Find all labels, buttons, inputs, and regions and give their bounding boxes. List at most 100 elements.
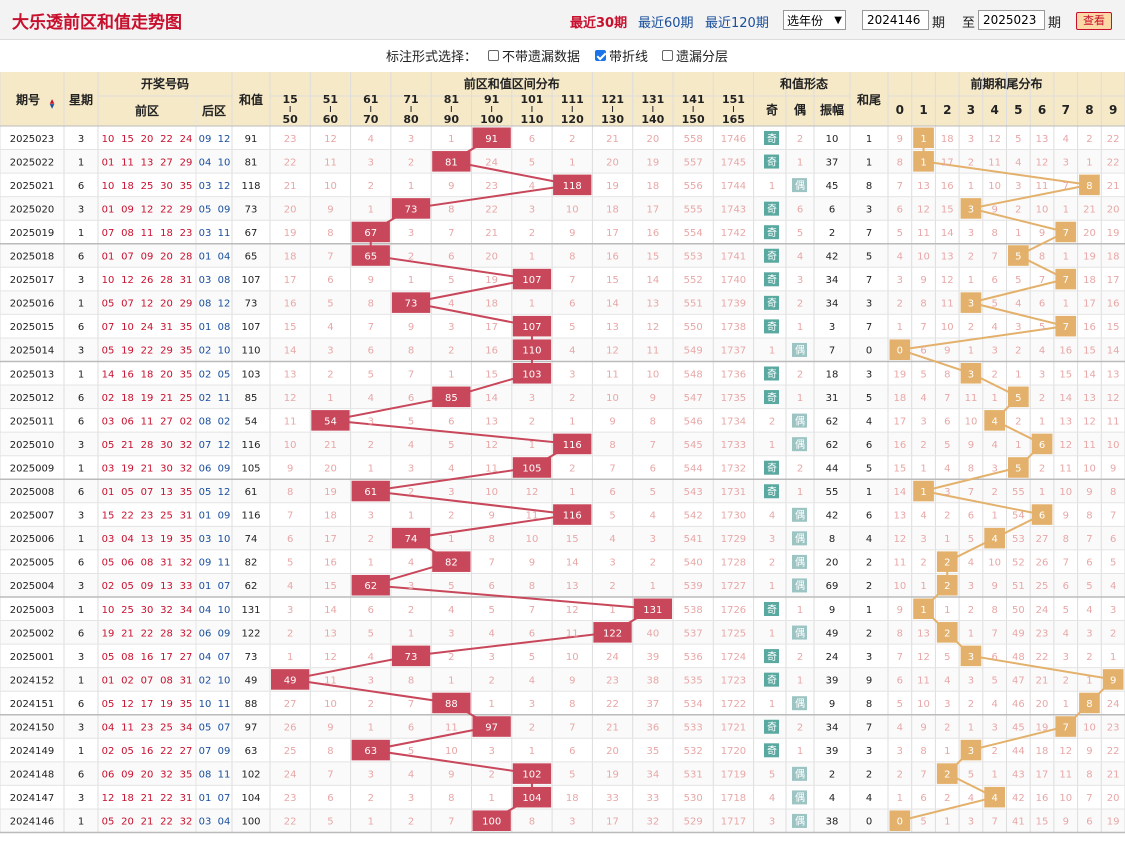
odd-badge-label: 奇 [767, 202, 777, 215]
miss-value: 1 [650, 581, 656, 592]
sum-value: 102 [241, 770, 260, 781]
tail-miss-value: 1 [920, 581, 926, 592]
tail-miss-value: 4 [1039, 346, 1045, 357]
miss-value: 549 [684, 346, 703, 357]
checkbox-no-miss[interactable] [488, 50, 499, 61]
query-button[interactable]: 查看 [1076, 12, 1112, 30]
front-number: 30 [160, 463, 173, 474]
miss-value: 4 [368, 134, 374, 145]
miss-value: 11 [324, 675, 337, 686]
tail-miss-value: 11 [1083, 440, 1096, 451]
miss-value: 1 [488, 699, 494, 710]
miss-value: 12 [646, 322, 659, 333]
sum-mark-label: 116 [563, 440, 582, 451]
miss-value: 24 [284, 770, 297, 781]
from-issue-input[interactable]: 2024146 [862, 10, 929, 30]
front-number: 09 [141, 252, 154, 263]
sum-mark [432, 692, 471, 714]
front-number: 20 [121, 817, 134, 828]
range-low: 71 [403, 93, 418, 106]
sum-mark-label: 73 [405, 204, 418, 215]
miss-value: 6 [327, 793, 333, 804]
miss-value: 1 [529, 299, 535, 310]
year-select[interactable]: 选年份 ▼ [783, 10, 846, 30]
page-title: 大乐透前区和值走势图 [12, 13, 182, 33]
weekday: 3 [78, 204, 84, 215]
tail-value: 7 [866, 723, 872, 734]
sum-mark-label: 104 [522, 793, 541, 804]
tail-miss-value: 13 [917, 628, 930, 639]
tail-miss-value: 10 [988, 181, 1001, 192]
front-number: 05 [102, 346, 115, 357]
issue-number: 2024150 [10, 723, 55, 734]
even-miss: 5 [797, 228, 803, 239]
tail-miss-value: 9 [944, 346, 950, 357]
miss-value: 11 [324, 157, 337, 168]
back-number: 01 [199, 581, 212, 592]
tail-miss-value: 1 [968, 346, 974, 357]
row-background [0, 220, 1125, 244]
front-number: 15 [102, 511, 115, 522]
front-number: 22 [141, 628, 154, 639]
miss-value: 1736 [721, 369, 746, 380]
row-background [0, 597, 1125, 621]
period-link-120[interactable]: 最近120期 [705, 16, 769, 31]
front-number: 09 [121, 770, 134, 781]
even-badge-label: 偶 [795, 509, 805, 522]
miss-value: 15 [284, 322, 297, 333]
miss-value: 554 [684, 228, 703, 239]
tail-miss-value: 12 [917, 204, 930, 215]
period-link-60[interactable]: 最近60期 [638, 16, 694, 31]
checkbox-with-line[interactable] [595, 50, 606, 61]
back-number: 08 [218, 275, 231, 286]
tail-mark [936, 763, 958, 784]
front-number: 06 [121, 558, 134, 569]
tail-miss-value: 4 [991, 440, 997, 451]
even-badge-label: 偶 [795, 532, 805, 545]
back-number: 03 [199, 817, 212, 828]
front-number: 09 [121, 204, 134, 215]
amplitude: 69 [826, 581, 839, 592]
sum-mark [512, 363, 552, 384]
front-number: 21 [141, 463, 154, 474]
row-background [0, 361, 1125, 386]
back-number: 04 [199, 652, 212, 663]
checkbox-layered[interactable] [662, 50, 673, 61]
even-miss: 2 [797, 134, 803, 145]
front-number: 27 [180, 652, 193, 663]
header-digit: 5 [1014, 103, 1022, 117]
tail-miss-value: 10 [1059, 793, 1072, 804]
miss-value: 547 [684, 393, 703, 404]
option-layered[interactable]: 遗漏分层 [662, 46, 728, 65]
option-with-line[interactable]: 带折线 [595, 46, 648, 65]
miss-value: 3 [368, 770, 374, 781]
front-number: 10 [102, 134, 115, 145]
tail-miss-value: 1 [968, 628, 974, 639]
option-no-miss[interactable]: 不带遗漏数据 [488, 46, 580, 65]
sum-mark [472, 810, 511, 831]
sum-value: 110 [241, 346, 260, 357]
even-badge [792, 696, 807, 711]
miss-value: 14 [566, 558, 579, 569]
to-label: 至 [962, 16, 976, 31]
miss-value: 15 [566, 534, 579, 545]
tail-miss-value: 3 [920, 534, 926, 545]
tail-mark-label: 3 [968, 204, 974, 215]
period-link-30[interactable]: 最近30期 [570, 16, 628, 31]
front-number: 05 [102, 699, 115, 710]
miss-value: 1731 [721, 487, 746, 498]
tail-miss-value: 12 [893, 534, 906, 545]
tail-miss-value: 22 [1107, 157, 1120, 168]
weekday: 3 [78, 652, 84, 663]
tail-miss-value: 6 [920, 793, 926, 804]
tail-miss-value: 1 [1086, 675, 1092, 686]
front-number: 35 [180, 487, 193, 498]
miss-value: 11 [646, 346, 659, 357]
miss-value: 17 [646, 204, 659, 215]
tail-miss-value: 7 [1110, 511, 1116, 522]
miss-value: 530 [684, 793, 703, 804]
miss-value: 14 [324, 605, 337, 616]
to-issue-input[interactable]: 2025023 [978, 10, 1045, 30]
sum-mark-label: 107 [522, 275, 541, 286]
front-number: 05 [102, 440, 115, 451]
